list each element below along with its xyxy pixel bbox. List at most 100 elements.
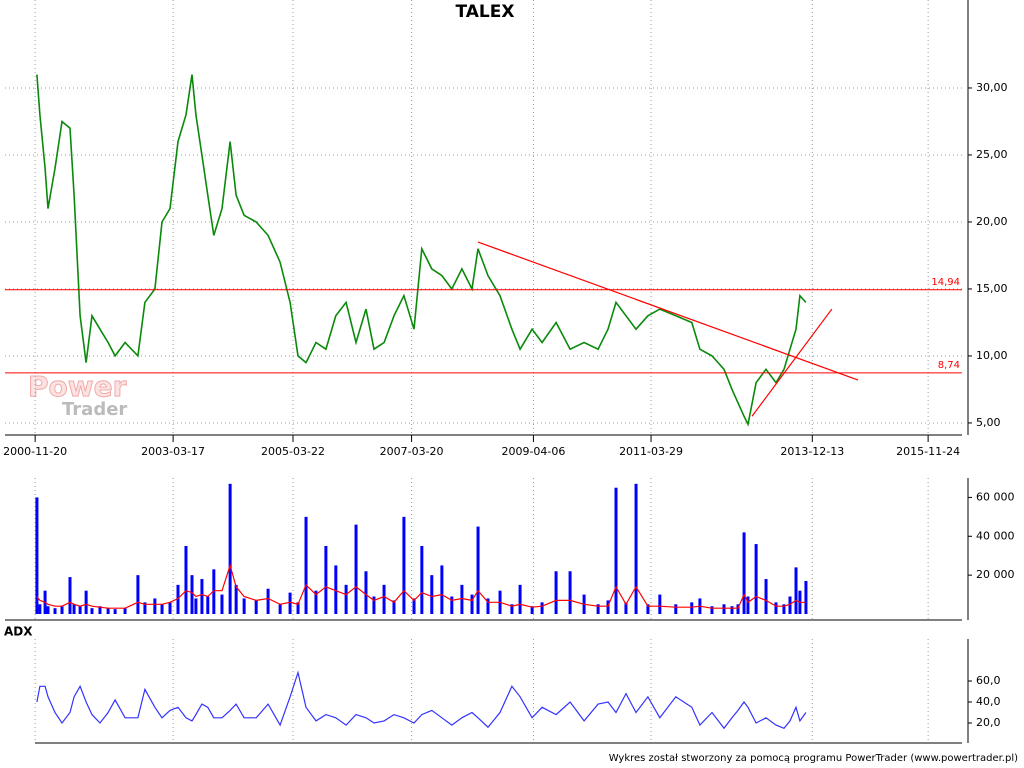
- data-line: [36, 74, 807, 427]
- bar: [228, 483, 232, 614]
- bar: [176, 584, 180, 614]
- bar: [324, 546, 328, 614]
- bar: [296, 602, 300, 614]
- bar: [84, 590, 88, 614]
- bar: [690, 602, 694, 614]
- bar: [288, 592, 292, 614]
- bar: [304, 516, 308, 614]
- bar: [153, 598, 157, 614]
- bar: [606, 600, 610, 614]
- bar: [518, 584, 522, 614]
- bar: [794, 567, 798, 614]
- bar: [184, 546, 188, 614]
- trend-line: [751, 308, 833, 417]
- bar: [754, 544, 758, 614]
- bar: [634, 483, 638, 614]
- watermark: Power: [28, 370, 127, 403]
- y-tick-label: 5,00: [976, 416, 1001, 429]
- bar: [278, 604, 282, 614]
- bar: [614, 487, 618, 614]
- bar: [344, 584, 348, 614]
- y-tick-label: 20,0: [976, 716, 1001, 729]
- x-tick-label: 2000-11-20: [3, 445, 67, 458]
- y-tick-label: 30,00: [976, 81, 1008, 94]
- bar: [554, 571, 558, 614]
- bar: [266, 588, 270, 614]
- bar: [98, 606, 102, 614]
- y-tick-label: 40,0: [976, 695, 1001, 708]
- bar: [113, 609, 117, 614]
- y-tick-label: 20,00: [976, 215, 1008, 228]
- bar: [38, 604, 42, 614]
- bar: [46, 606, 50, 614]
- bar: [168, 602, 172, 614]
- bar: [568, 571, 572, 614]
- data-line: [36, 563, 806, 609]
- bar: [90, 608, 94, 614]
- bar: [540, 602, 544, 614]
- bar: [596, 604, 600, 614]
- bar: [470, 594, 474, 614]
- bar: [674, 604, 678, 614]
- bar: [194, 598, 198, 614]
- bar: [420, 546, 424, 614]
- x-tick-label: 2003-03-17: [141, 445, 205, 458]
- x-tick-label: 2013-12-13: [780, 445, 844, 458]
- bar: [392, 600, 396, 614]
- watermark: Trader: [62, 399, 127, 420]
- bar: [804, 580, 808, 614]
- bar: [220, 594, 224, 614]
- bar: [742, 532, 746, 614]
- bar: [530, 606, 534, 614]
- y-tick-label: 40 000: [976, 529, 1015, 542]
- bar: [788, 596, 792, 614]
- bar: [440, 565, 444, 614]
- bar: [430, 575, 434, 614]
- bar: [106, 608, 110, 614]
- bar: [402, 516, 406, 614]
- y-tick-label: 20 000: [976, 568, 1015, 581]
- bar: [123, 608, 127, 614]
- bar: [730, 606, 734, 614]
- bar: [234, 584, 238, 614]
- x-tick-label: 2015-11-24: [896, 445, 960, 458]
- bar: [510, 604, 514, 614]
- bar: [364, 571, 368, 614]
- bar: [78, 606, 82, 614]
- bar: [136, 575, 140, 614]
- bar: [206, 596, 210, 614]
- bar: [314, 590, 318, 614]
- bar: [774, 602, 778, 614]
- footer: Wykres został stworzony za pomocą progra…: [609, 753, 1018, 764]
- bar: [722, 604, 726, 614]
- bar: [212, 569, 216, 614]
- bar: [646, 604, 650, 614]
- bar: [710, 606, 714, 614]
- data-line: [36, 670, 807, 730]
- bar: [53, 608, 57, 614]
- bar: [476, 526, 480, 614]
- bar: [782, 604, 786, 614]
- bar: [658, 594, 662, 614]
- trend-line: [477, 241, 859, 381]
- bar: [254, 600, 258, 614]
- level-label: 8,74: [938, 360, 960, 371]
- bar: [160, 604, 164, 614]
- bar: [412, 598, 416, 614]
- bar: [334, 565, 338, 614]
- bar: [68, 577, 72, 614]
- bar: [624, 602, 628, 614]
- bar: [460, 584, 464, 614]
- bar: [764, 579, 768, 614]
- y-tick-label: 10,00: [976, 349, 1008, 362]
- y-tick-label: 15,00: [976, 282, 1008, 295]
- bar: [72, 604, 76, 614]
- bar: [450, 596, 454, 614]
- bar: [143, 602, 147, 614]
- x-tick-label: 2011-03-29: [619, 445, 683, 458]
- y-tick-label: 25,00: [976, 148, 1008, 161]
- bar: [372, 596, 376, 614]
- level-label: 14,94: [931, 277, 960, 288]
- bar: [200, 579, 204, 614]
- bar: [486, 598, 490, 614]
